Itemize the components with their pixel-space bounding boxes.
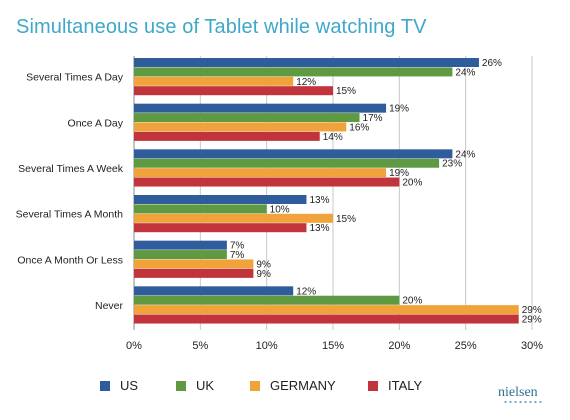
- data-label: 9%: [256, 259, 271, 270]
- bar-uk: [134, 158, 440, 168]
- x-tick-label: 15%: [322, 340, 344, 352]
- bar-germany: [134, 259, 254, 269]
- bar-uk: [134, 204, 267, 214]
- data-label: 7%: [230, 250, 245, 261]
- category-label: Once A Day: [68, 117, 124, 129]
- bar-us: [134, 195, 307, 204]
- chart-title: Simultaneous use of Tablet while watchin…: [16, 16, 427, 38]
- data-label: 20%: [402, 178, 422, 189]
- legend-label-italy: ITALY: [388, 378, 423, 393]
- legend-item-italy: ITALY: [368, 378, 422, 394]
- data-label: 24%: [455, 149, 475, 160]
- data-label: 13%: [309, 195, 329, 206]
- bar-germany: [134, 122, 347, 132]
- legend-item-us: US: [100, 378, 138, 394]
- data-label: 12%: [296, 286, 316, 297]
- bar-germany: [134, 168, 387, 178]
- nielsen-logo: nielsen: [498, 385, 538, 400]
- data-label: 29%: [522, 305, 542, 316]
- category-label: Several Times A Day: [26, 72, 124, 84]
- category-label: Once A Month Or Less: [17, 254, 123, 266]
- bar-us: [134, 103, 387, 113]
- bar-us: [134, 286, 294, 296]
- legend-swatch-germany: [250, 381, 260, 391]
- data-label: 15%: [336, 86, 356, 97]
- bar-italy: [134, 314, 519, 324]
- data-label: 16%: [349, 122, 369, 133]
- category-label: Several Times A Week: [18, 163, 124, 175]
- x-tick-label: 20%: [388, 340, 410, 352]
- legend-item-germany: GERMANY: [250, 378, 336, 394]
- x-tick-label: 0%: [126, 340, 142, 352]
- data-label: 12%: [296, 77, 316, 88]
- bar-us: [134, 58, 479, 67]
- x-tick-label: 30%: [521, 340, 543, 352]
- data-label: 7%: [230, 241, 245, 252]
- bar-uk: [134, 250, 227, 260]
- category-label: Several Times A Month: [16, 209, 124, 221]
- data-label: 14%: [323, 132, 343, 143]
- legend-swatch-us: [100, 381, 110, 391]
- x-tick-label: 25%: [455, 340, 477, 352]
- bar-germany: [134, 76, 294, 86]
- bar-us: [134, 240, 227, 250]
- bar-uk: [134, 67, 453, 77]
- x-tick-label: 5%: [192, 340, 208, 352]
- legend-label-germany: GERMANY: [270, 378, 336, 393]
- legend-swatch-italy: [368, 381, 378, 391]
- data-label: 13%: [309, 223, 329, 234]
- data-label: 23%: [442, 159, 462, 170]
- data-label: 15%: [336, 214, 356, 225]
- data-label: 19%: [389, 168, 409, 179]
- legend-swatch-uk: [176, 381, 186, 391]
- x-tick-label: 10%: [256, 340, 278, 352]
- data-label: 10%: [270, 204, 290, 215]
- data-label: 19%: [389, 104, 409, 115]
- data-label: 20%: [402, 296, 422, 307]
- bar-italy: [134, 86, 333, 96]
- bar-italy: [134, 223, 307, 233]
- legend-label-uk: UK: [196, 378, 215, 393]
- nielsen-logo-dots: [503, 401, 543, 403]
- data-label: 9%: [256, 269, 271, 280]
- bar-us: [134, 149, 453, 159]
- data-label: 24%: [455, 67, 475, 78]
- bar-uk: [134, 295, 400, 305]
- bar-italy: [134, 177, 400, 187]
- bar-uk: [134, 113, 360, 123]
- bar-italy: [134, 268, 254, 278]
- legend-label-us: US: [120, 378, 139, 393]
- bar-italy: [134, 131, 320, 141]
- bar-germany: [134, 305, 519, 315]
- bar-germany: [134, 213, 333, 223]
- legend: US UK GERMANY ITALY: [0, 378, 570, 398]
- legend-item-uk: UK: [176, 378, 214, 394]
- data-label: 17%: [363, 113, 383, 124]
- data-label: 26%: [482, 58, 502, 69]
- data-label: 29%: [522, 315, 542, 326]
- category-label: Never: [95, 300, 124, 312]
